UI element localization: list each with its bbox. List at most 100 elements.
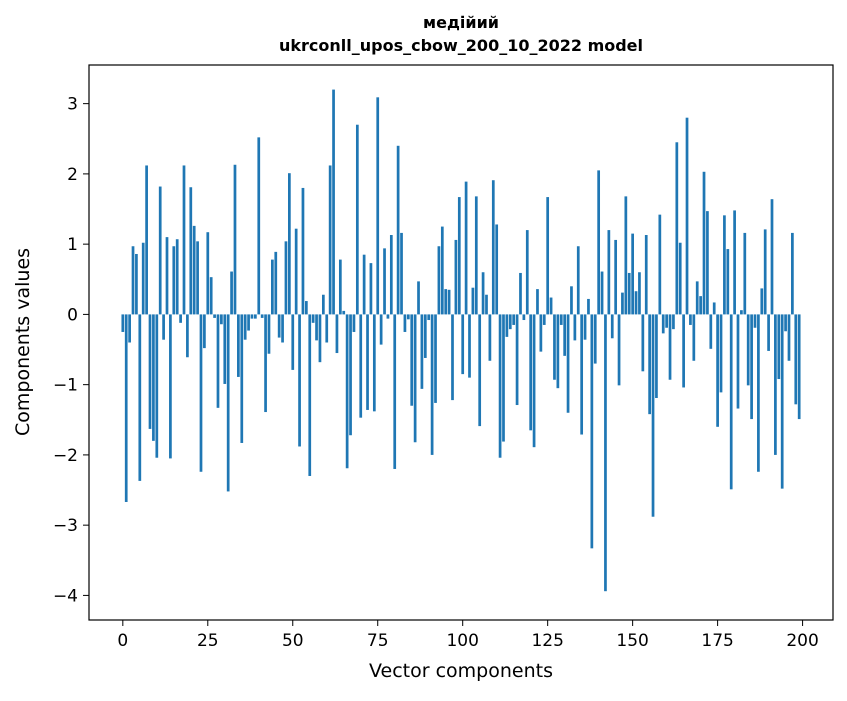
bar-132 [570, 286, 573, 315]
bar-76 [379, 314, 383, 345]
bar-195 [784, 314, 787, 332]
bar-154 [644, 235, 648, 315]
bar-103 [471, 287, 475, 315]
bar-105 [478, 314, 482, 427]
bar-174 [712, 302, 716, 315]
bar-21 [192, 225, 196, 315]
y-tick-label: −1 [53, 376, 78, 396]
bar-61 [328, 165, 332, 315]
bar-90 [427, 314, 431, 321]
bar-87 [417, 281, 420, 315]
bar-52 [298, 314, 301, 447]
bar-15 [172, 246, 176, 315]
bar-109 [491, 180, 495, 315]
x-tick-label: 25 [197, 631, 219, 651]
bar-115 [512, 314, 516, 325]
bar-10 [155, 314, 159, 458]
x-tick-label: 0 [117, 631, 128, 651]
y-tick-label: −3 [53, 516, 78, 536]
bar-160 [665, 314, 668, 328]
bar-144 [610, 314, 614, 339]
bar-14 [169, 314, 172, 459]
bar-178 [726, 249, 730, 315]
bar-1 [124, 314, 128, 502]
bar-162 [672, 314, 675, 330]
bar-39 [254, 314, 257, 319]
bar-125 [546, 197, 550, 315]
bar-79 [389, 235, 393, 315]
bar-18 [182, 165, 186, 315]
x-tick-label: 150 [616, 631, 648, 651]
bar-8 [148, 314, 152, 429]
bar-129 [559, 314, 563, 325]
bar-58 [318, 314, 322, 363]
bar-116 [515, 314, 519, 406]
bar-50 [291, 314, 295, 370]
bar-25 [206, 232, 210, 315]
x-axis-ticks: 0 25 50 75 100 125 150 175 200 [117, 620, 819, 651]
bar-12 [162, 314, 165, 340]
bar-65 [342, 310, 346, 315]
bar-24 [203, 314, 206, 349]
bar-80 [393, 314, 397, 469]
bar-82 [400, 232, 403, 315]
bar-163 [675, 142, 679, 315]
bar-56 [311, 314, 315, 323]
bar-161 [668, 314, 672, 380]
bar-42 [264, 314, 267, 413]
bar-9 [152, 314, 155, 441]
bar-168 [692, 314, 696, 361]
bar-131 [566, 314, 570, 413]
bar-77 [383, 248, 386, 315]
bar-43 [267, 314, 271, 354]
x-tick-label: 125 [531, 631, 563, 651]
bar-146 [617, 314, 621, 386]
bar-20 [189, 187, 193, 315]
bar-190 [767, 314, 770, 351]
bar-93 [437, 246, 441, 315]
bar-192 [774, 314, 777, 455]
bar-196 [787, 314, 791, 361]
bar-95 [444, 289, 448, 315]
bar-74 [372, 314, 376, 412]
bar-37 [247, 314, 250, 331]
bar-180 [733, 210, 736, 315]
bar-198 [794, 314, 798, 405]
bar-44 [271, 259, 274, 315]
bar-171 [702, 171, 706, 315]
bar-6 [141, 242, 145, 315]
bar-126 [549, 297, 553, 315]
plot-frame [88, 64, 834, 621]
bar-27 [213, 314, 216, 318]
bar-152 [638, 272, 641, 315]
bar-48 [284, 241, 288, 315]
bar-49 [288, 173, 291, 315]
bar-120 [529, 314, 533, 431]
bar-133 [573, 314, 577, 341]
x-tick-label: 50 [282, 631, 304, 651]
bar-0 [121, 314, 125, 332]
bar-35 [240, 314, 244, 443]
bar-119 [525, 230, 529, 315]
bar-84 [406, 314, 410, 320]
bar-150 [631, 233, 634, 315]
bar-130 [563, 314, 567, 356]
bar-73 [369, 263, 373, 315]
bar-194 [780, 314, 784, 489]
bar-197 [791, 232, 794, 315]
bar-141 [600, 271, 604, 315]
bar-185 [750, 314, 753, 420]
bar-71 [362, 254, 366, 315]
bar-147 [621, 292, 624, 315]
bar-148 [624, 196, 628, 315]
bar-45 [274, 251, 278, 315]
bar-40 [257, 137, 261, 315]
bar-153 [641, 314, 645, 372]
bar-19 [186, 314, 189, 358]
bar-63 [335, 314, 339, 354]
bar-36 [243, 314, 247, 340]
bar-59 [321, 294, 325, 315]
y-tick-label: 2 [67, 165, 78, 185]
